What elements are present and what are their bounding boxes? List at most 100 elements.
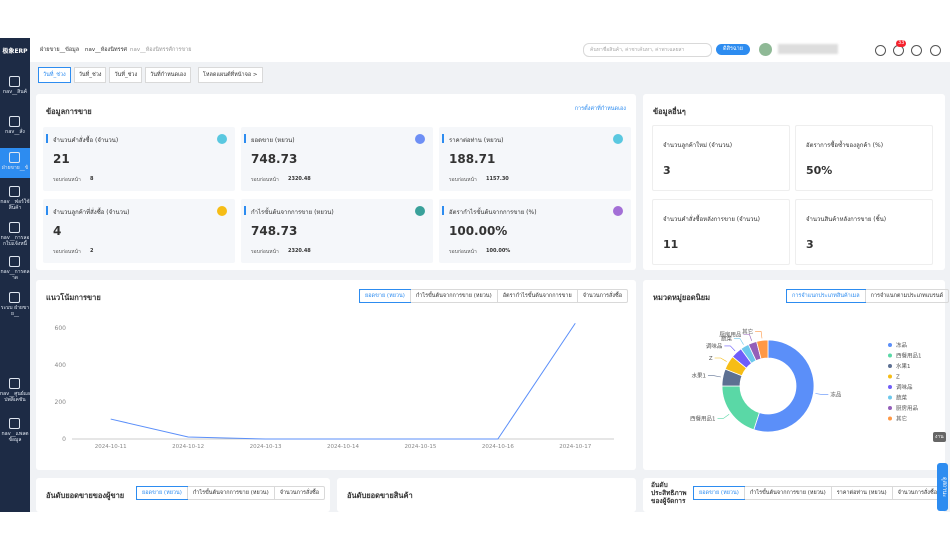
accent (46, 134, 48, 143)
nav-item[interactable]: ฝ่ายขาย__ข้ (0, 165, 30, 171)
stat-label: จำนวนสินค้าหลังการขาย (ชิ้น) (806, 214, 886, 224)
accent (442, 206, 444, 215)
tab[interactable]: ยอดขาย (หยวน) (694, 487, 744, 499)
sidebar: 极象ERP nav__สินค้ nav__สั่งฝ่ายขาย__ข้ nav__… (0, 38, 30, 512)
panel-title: อันดับยอดขายสินค้า (347, 490, 413, 502)
date-tab[interactable]: โหลดแผนต์ที่หน้าจอ > (198, 67, 263, 83)
nav-icon[interactable] (9, 222, 20, 233)
tab-group: ยอดขาย (หยวน)กำไรขั้นต้นจากการขาย (หยวน)… (693, 486, 943, 500)
tab[interactable]: ยอดขาย (หยวน) (360, 290, 410, 302)
breadcrumb[interactable]: ฝ่ายขาย__ข้อมูล (40, 46, 79, 54)
tab[interactable]: จำนวนการสั่งซื้อ (274, 487, 324, 499)
stat-value: 11 (663, 238, 678, 251)
status-tab[interactable]: ดูสถานะ (937, 463, 948, 511)
stat-value: 50% (806, 164, 832, 177)
accent (244, 134, 246, 143)
stat-card: ราคาต่อท่าน (หยวน)188.71รอบก่อนหน้า1157.… (439, 127, 631, 191)
nav-item[interactable]: nav__การลอกใบแจ้งหนี้ (0, 235, 30, 247)
stat-value: 748.73 (251, 224, 297, 238)
prev-label: รอบก่อนหน้า (53, 248, 81, 256)
panel: ข้อมูลการขาย การตั้งค่าที่กำหนดเองจำนวนคำ… (36, 94, 636, 270)
nav-icon[interactable] (9, 256, 20, 267)
nav-icon[interactable] (9, 116, 20, 127)
stat-card: อัตรากำไรขั้นต้นจากการขาย (%)100.00%รอบก… (439, 199, 631, 263)
stat-label: อัตราการซื้อซ้ำของลูกค้า (%) (806, 140, 883, 150)
nav-icon[interactable] (9, 186, 20, 197)
stat-icon (217, 206, 227, 216)
icon[interactable] (930, 45, 941, 56)
tab[interactable]: การจำแนกประเภทสินค้าเมล (787, 290, 865, 302)
date-tab[interactable]: วันที่_ช่วง (109, 67, 142, 83)
stat-card: กำไรขั้นต้นจากการขาย (หยวน)748.73รอบก่อน… (241, 199, 433, 263)
stat-value: 3 (806, 238, 814, 251)
nav-item[interactable]: nav__แพลตข้อมูล (0, 431, 30, 443)
accent (442, 134, 444, 143)
date-tabs: วันที่_ช่วงวันที่_ช่วงวันที่_ช่วงวันที่ก… (38, 67, 263, 83)
nav-item[interactable]: nav__สินค้ (0, 89, 30, 95)
stat-label: จำนวนลูกค้าที่สั่งซื้อ (จำนวน) (53, 207, 129, 217)
avatar[interactable] (759, 43, 772, 56)
stat-icon (613, 134, 623, 144)
nav-icon[interactable] (9, 292, 20, 303)
tab[interactable]: ราคาต่อท่าน (หยวน) (831, 487, 892, 499)
nav-icon[interactable] (9, 378, 20, 389)
primary-button[interactable]: ดิสิรฉาย (716, 44, 750, 55)
accent (244, 206, 246, 215)
panel-title: อันดับยอดขายของผู้ขาย (46, 490, 124, 502)
prev-label: รอบก่อนหน้า (449, 176, 477, 184)
prev-value: 2320.48 (288, 176, 311, 182)
panel: อันดับยอดขายของผู้ขาย ยอดขาย (หยวน)กำไรขั… (36, 478, 330, 512)
prev-value: 1157.30 (486, 176, 509, 182)
stat-label: ยอดขาย (หยวน) (251, 135, 295, 145)
prev-value: 100.00% (486, 248, 510, 254)
stat-value: 4 (53, 224, 61, 238)
stat-label: จำนวนคำสั่งซื้อ (จำนวน) (53, 135, 118, 145)
tab-group: การจำแนกประเภทสินค้าเมลการจำแนกตามประเภท… (786, 289, 949, 303)
nav-icon[interactable] (9, 152, 20, 163)
tab[interactable]: การจำแนกตามประเภทแบรนด์ (865, 290, 948, 302)
stat-icon (415, 134, 425, 144)
date-tab[interactable]: วันที่_ช่วง (74, 67, 107, 83)
panel-title: ข้อมูลการขาย (46, 106, 92, 118)
tab[interactable]: กำไรขั้นต้นจากการขาย (หยวน) (187, 487, 274, 499)
tab[interactable]: จำนวนการสั่งซื้อ (892, 487, 942, 499)
prev-value: 8 (90, 176, 93, 182)
tab[interactable]: กำไรขั้นต้นจากการขาย (หยวน) (410, 290, 497, 302)
stat-card: จำนวนลูกค้าใหม่ (จำนวน)3 (652, 125, 790, 191)
task-tab[interactable]: งาน (933, 432, 946, 442)
panel-title: อันดับประสิทธิภาพของผู้จัดการ (651, 481, 691, 505)
date-tab[interactable]: วันที่กำหนดเอง (145, 67, 191, 83)
panel: แนวโน้มการขายยอดขาย (หยวน)กำไรขั้นต้นจาก… (36, 280, 636, 470)
logo: 极象ERP (1, 46, 29, 55)
accent (46, 206, 48, 215)
nav-icon[interactable] (9, 76, 20, 87)
prev-label: รอบก่อนหน้า (53, 176, 81, 184)
stat-card: จำนวนคำสั่งซื้อ (จำนวน)21รอบก่อนหน้า8 (43, 127, 235, 191)
nav-item[interactable]: nav__การตลาด (0, 269, 30, 281)
prev-label: รอบก่อนหน้า (251, 248, 279, 256)
breadcrumb[interactable]: nav__ห้องนิทรรศ์การขาย (130, 46, 191, 54)
breadcrumb[interactable]: nav__ห้องนิทรรศ (85, 46, 127, 54)
prev-label: รอบก่อนหน้า (251, 176, 279, 184)
badge: 33 (896, 40, 906, 47)
tab[interactable]: อัตรากำไรขั้นต้นจากการขาย (497, 290, 577, 302)
nav-item[interactable]: nav__สั่ง (0, 129, 30, 135)
search-box[interactable]: ค้นหาชื่อสินค้า, ค่าชาเค้นหา, ค่าพาเฉลยส… (583, 43, 712, 57)
tab[interactable]: ยอดขาย (หยวน) (137, 487, 187, 499)
nav-item[interactable]: ระบบ ฝ่ายขาย__ (0, 305, 30, 317)
nav-item[interactable]: nav__ศูนย์แอปพลิเคชัน (0, 391, 30, 403)
tab[interactable]: กำไรขั้นต้นจากการขาย (หยวน) (744, 487, 831, 499)
stat-value: 748.73 (251, 152, 297, 166)
stat-card: จำนวนลูกค้าที่สั่งซื้อ (จำนวน) 4 รอบก่อนหน… (43, 199, 235, 263)
icon[interactable] (875, 45, 886, 56)
prev-value: 2 (90, 248, 93, 254)
icon[interactable] (911, 45, 922, 56)
nav-icon[interactable] (9, 418, 20, 429)
date-tab[interactable]: วันที่_ช่วง (38, 67, 71, 83)
nav-item[interactable]: nav__ฟอร์ใช้สินค้า (0, 199, 30, 211)
link[interactable]: การตั้งค่าที่กำหนดเอง (575, 105, 626, 113)
stat-label: จำนวนคำสั่งซื้อหลังการขาย (จำนวน) (663, 214, 760, 224)
tab[interactable]: จำนวนการสั่งซื้อ (577, 290, 627, 302)
panel: อันดับยอดขายสินค้า (337, 478, 636, 512)
